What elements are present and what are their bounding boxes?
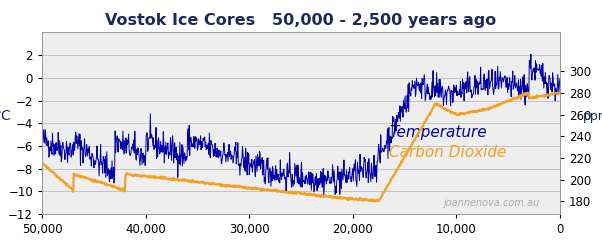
Title: Vostok Ice Cores   50,000 - 2,500 years ago: Vostok Ice Cores 50,000 - 2,500 years ag… — [105, 13, 497, 28]
Text: joannenova.com.au: joannenova.com.au — [443, 198, 539, 208]
Y-axis label: ppm: ppm — [583, 110, 602, 123]
Text: Carbon Dioxide: Carbon Dioxide — [389, 145, 506, 160]
Text: Temperature: Temperature — [389, 125, 486, 140]
Y-axis label: °C: °C — [0, 109, 11, 123]
